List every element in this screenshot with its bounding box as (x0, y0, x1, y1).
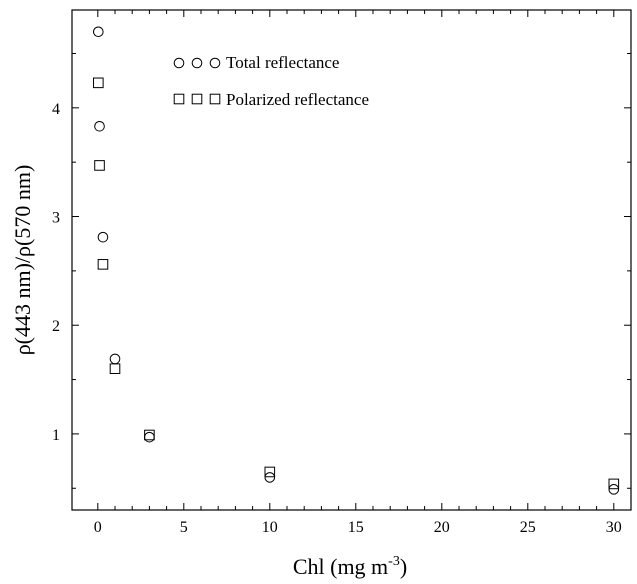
x-axis-title-tail: ) (400, 554, 407, 579)
axis-ticks (72, 10, 632, 510)
legend-square-marker (173, 93, 185, 105)
x-tick-label: 10 (262, 519, 278, 536)
y-tick-labels: 1 2 3 4 (52, 101, 60, 444)
x-axis-title: Chl (mg m-3) (293, 554, 407, 579)
polarized-reflectance-point (93, 77, 104, 89)
legend-square-marker (209, 93, 221, 105)
total-reflectance-point (97, 231, 109, 243)
legend-circle-marker (209, 57, 221, 69)
total-reflectance-point (93, 26, 104, 38)
polarized-reflectance-point (264, 466, 276, 478)
legend: Total reflectance Polarized reflectance (173, 53, 369, 109)
y-tick-label: 4 (52, 101, 60, 118)
x-tick-label: 0 (94, 519, 102, 536)
x-axis-title-exponent: -3 (388, 554, 400, 569)
total-reflectance-point (94, 121, 105, 132)
x-tick-label: 25 (520, 519, 536, 536)
x-tick-label: 20 (434, 519, 450, 536)
legend-square-marker (191, 93, 203, 105)
legend-circle-marker (191, 57, 203, 69)
polarized-reflectance-point (608, 478, 620, 490)
x-tick-label: 15 (348, 519, 364, 536)
total-reflectance-point (144, 431, 155, 443)
y-tick-label: 2 (52, 318, 60, 335)
legend-label-total: Total reflectance (226, 53, 339, 72)
legend-markers-total (173, 57, 221, 69)
x-tick-labels: 0 5 10 15 20 25 30 (94, 519, 622, 536)
total-reflectance-point (264, 472, 276, 483)
legend-circle-marker (173, 57, 185, 69)
total-reflectance-point (109, 353, 121, 365)
legend-markers-polarized (173, 93, 221, 105)
polarized-reflectance-point (109, 363, 121, 374)
legend-label-polarized: Polarized reflectance (226, 90, 369, 109)
polarized-reflectance-point (94, 160, 105, 171)
x-axis-title-main: Chl (mg m (293, 554, 388, 579)
total-reflectance-point (608, 484, 620, 495)
data-points (93, 26, 620, 495)
y-axis-title: ρ(443 nm)/ρ(570 nm) (10, 165, 35, 356)
plot-frame (71, 9, 632, 511)
y-tick-label: 1 (52, 427, 60, 444)
x-tick-label: 5 (180, 519, 188, 536)
y-tick-label: 3 (52, 210, 60, 227)
polarized-reflectance-point (97, 259, 109, 270)
polarized-reflectance-point (144, 429, 155, 441)
x-tick-label: 30 (606, 519, 622, 536)
